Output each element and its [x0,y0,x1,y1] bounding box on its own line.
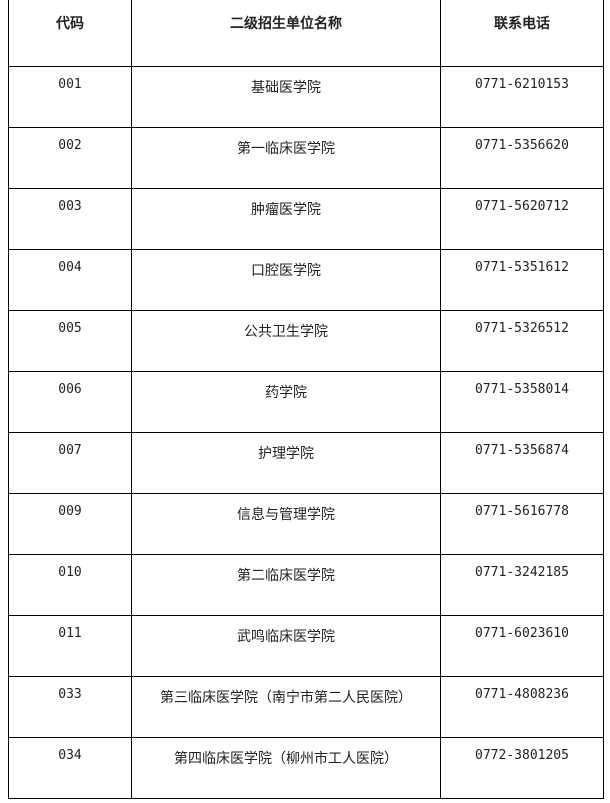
cell-phone: 0771-5351612 [440,248,604,311]
cell-phone: 0771-5356620 [440,126,604,189]
cell-name: 第三临床医学院（南宁市第二人民医院） [131,675,441,738]
table-row: 001 基础医学院 0771-6210153 [8,65,604,128]
cell-code: 009 [8,492,132,555]
cell-code: 004 [8,248,132,311]
cell-phone: 0772-3801205 [440,736,604,799]
header-code: 代码 [8,0,132,67]
cell-phone: 0771-5620712 [440,187,604,250]
table-row: 009 信息与管理学院 0771-5616778 [8,492,604,555]
cell-code: 005 [8,309,132,372]
table-row: 007 护理学院 0771-5356874 [8,431,604,494]
cell-code: 002 [8,126,132,189]
cell-code: 010 [8,553,132,616]
cell-name: 信息与管理学院 [131,492,441,555]
cell-code: 007 [8,431,132,494]
contact-table: 代码 二级招生单位名称 联系电话 001 基础医学院 0771-6210153 002… [8,0,604,799]
cell-name: 第二临床医学院 [131,553,441,616]
table-row: 004 口腔医学院 0771-5351612 [8,248,604,311]
cell-code: 011 [8,614,132,677]
cell-code: 006 [8,370,132,433]
cell-name: 口腔医学院 [131,248,441,311]
cell-name: 第一临床医学院 [131,126,441,189]
cell-name: 公共卫生学院 [131,309,441,372]
cell-code: 003 [8,187,132,250]
table-row: 006 药学院 0771-5358014 [8,370,604,433]
cell-phone: 0771-5326512 [440,309,604,372]
table-row: 033 第三临床医学院（南宁市第二人民医院） 0771-4808236 [8,675,604,738]
cell-name: 基础医学院 [131,65,441,128]
table-row: 034 第四临床医学院（柳州市工人医院） 0772-3801205 [8,736,604,799]
cell-name: 第四临床医学院（柳州市工人医院） [131,736,441,799]
table-row: 010 第二临床医学院 0771-3242185 [8,553,604,616]
header-name: 二级招生单位名称 [131,0,441,67]
cell-name: 武鸣临床医学院 [131,614,441,677]
cell-phone: 0771-4808236 [440,675,604,738]
cell-code: 033 [8,675,132,738]
table-row: 003 肿瘤医学院 0771-5620712 [8,187,604,250]
cell-name: 护理学院 [131,431,441,494]
table-row: 002 第一临床医学院 0771-5356620 [8,126,604,189]
cell-name: 药学院 [131,370,441,433]
table-row: 011 武鸣临床医学院 0771-6023610 [8,614,604,677]
cell-phone: 0771-5358014 [440,370,604,433]
cell-code: 001 [8,65,132,128]
cell-code: 034 [8,736,132,799]
cell-phone: 0771-5356874 [440,431,604,494]
table-row: 005 公共卫生学院 0771-5326512 [8,309,604,372]
header-phone: 联系电话 [440,0,604,67]
cell-name: 肿瘤医学院 [131,187,441,250]
cell-phone: 0771-5616778 [440,492,604,555]
cell-phone: 0771-6210153 [440,65,604,128]
cell-phone: 0771-6023610 [440,614,604,677]
cell-phone: 0771-3242185 [440,553,604,616]
header-row: 代码 二级招生单位名称 联系电话 [8,0,604,67]
